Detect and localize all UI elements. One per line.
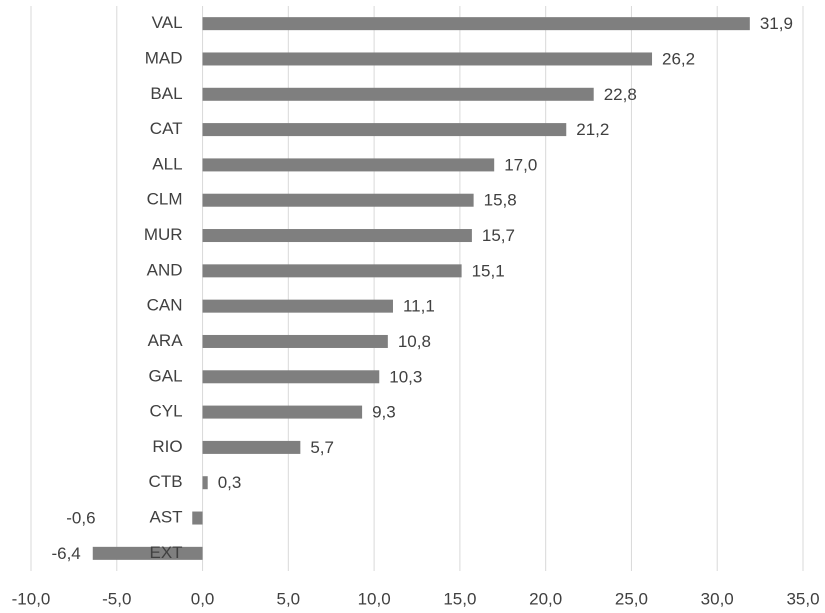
value-label: 31,9 [760, 14, 793, 33]
value-label: 15,8 [484, 191, 517, 210]
bar [202, 52, 653, 66]
value-label: 9,3 [372, 403, 396, 422]
bar [202, 334, 388, 348]
x-tick-label: -5,0 [102, 589, 131, 608]
x-tick-label: 0,0 [191, 589, 215, 608]
category-label: AND [147, 260, 183, 279]
value-label: 26,2 [662, 49, 695, 68]
bar [202, 123, 567, 137]
bar [202, 440, 301, 454]
bar [202, 264, 462, 278]
bar [202, 299, 393, 313]
category-label: CAN [147, 296, 183, 315]
bar [202, 158, 495, 172]
bar [192, 511, 203, 525]
category-label: BAL [150, 84, 182, 103]
value-label: -0,6 [66, 509, 95, 528]
value-label: 17,0 [504, 155, 537, 174]
category-label: RIO [152, 437, 182, 456]
value-label: 15,1 [472, 261, 505, 280]
value-label: -6,4 [51, 544, 80, 563]
category-label: AST [149, 508, 182, 527]
x-tick-label: 35,0 [786, 589, 819, 608]
category-label: CYL [149, 402, 182, 421]
x-tick-label: 10,0 [358, 589, 391, 608]
category-label: CLM [147, 190, 183, 209]
bar [202, 87, 594, 101]
category-label: ARA [148, 331, 184, 350]
value-label: 22,8 [604, 85, 637, 104]
bar [92, 546, 203, 560]
x-tick-label: 15,0 [443, 589, 476, 608]
value-label: 21,2 [576, 120, 609, 139]
category-label: CAT [150, 119, 183, 138]
x-tick-label: 30,0 [701, 589, 734, 608]
category-label: ALL [152, 154, 182, 173]
value-label: 5,7 [310, 438, 334, 457]
x-tick-label: 20,0 [529, 589, 562, 608]
x-tick-label: 5,0 [277, 589, 301, 608]
category-label: GAL [149, 366, 183, 385]
category-label: MAD [145, 48, 183, 67]
bar [202, 476, 208, 490]
bar [202, 229, 472, 243]
bar [202, 17, 750, 31]
value-label: 11,1 [403, 297, 435, 316]
x-tick-label: -10,0 [12, 589, 51, 608]
value-label: 10,8 [398, 332, 431, 351]
category-label: VAL [152, 13, 183, 32]
bar [202, 405, 363, 419]
bar [202, 370, 380, 384]
category-label: MUR [144, 225, 183, 244]
bar [202, 193, 474, 207]
x-tick-label: 25,0 [615, 589, 648, 608]
value-label: 0,3 [218, 473, 242, 492]
category-label: EXT [149, 543, 182, 562]
value-label: 10,3 [389, 367, 422, 386]
value-label: 15,7 [482, 226, 515, 245]
category-label: CTB [149, 472, 183, 491]
